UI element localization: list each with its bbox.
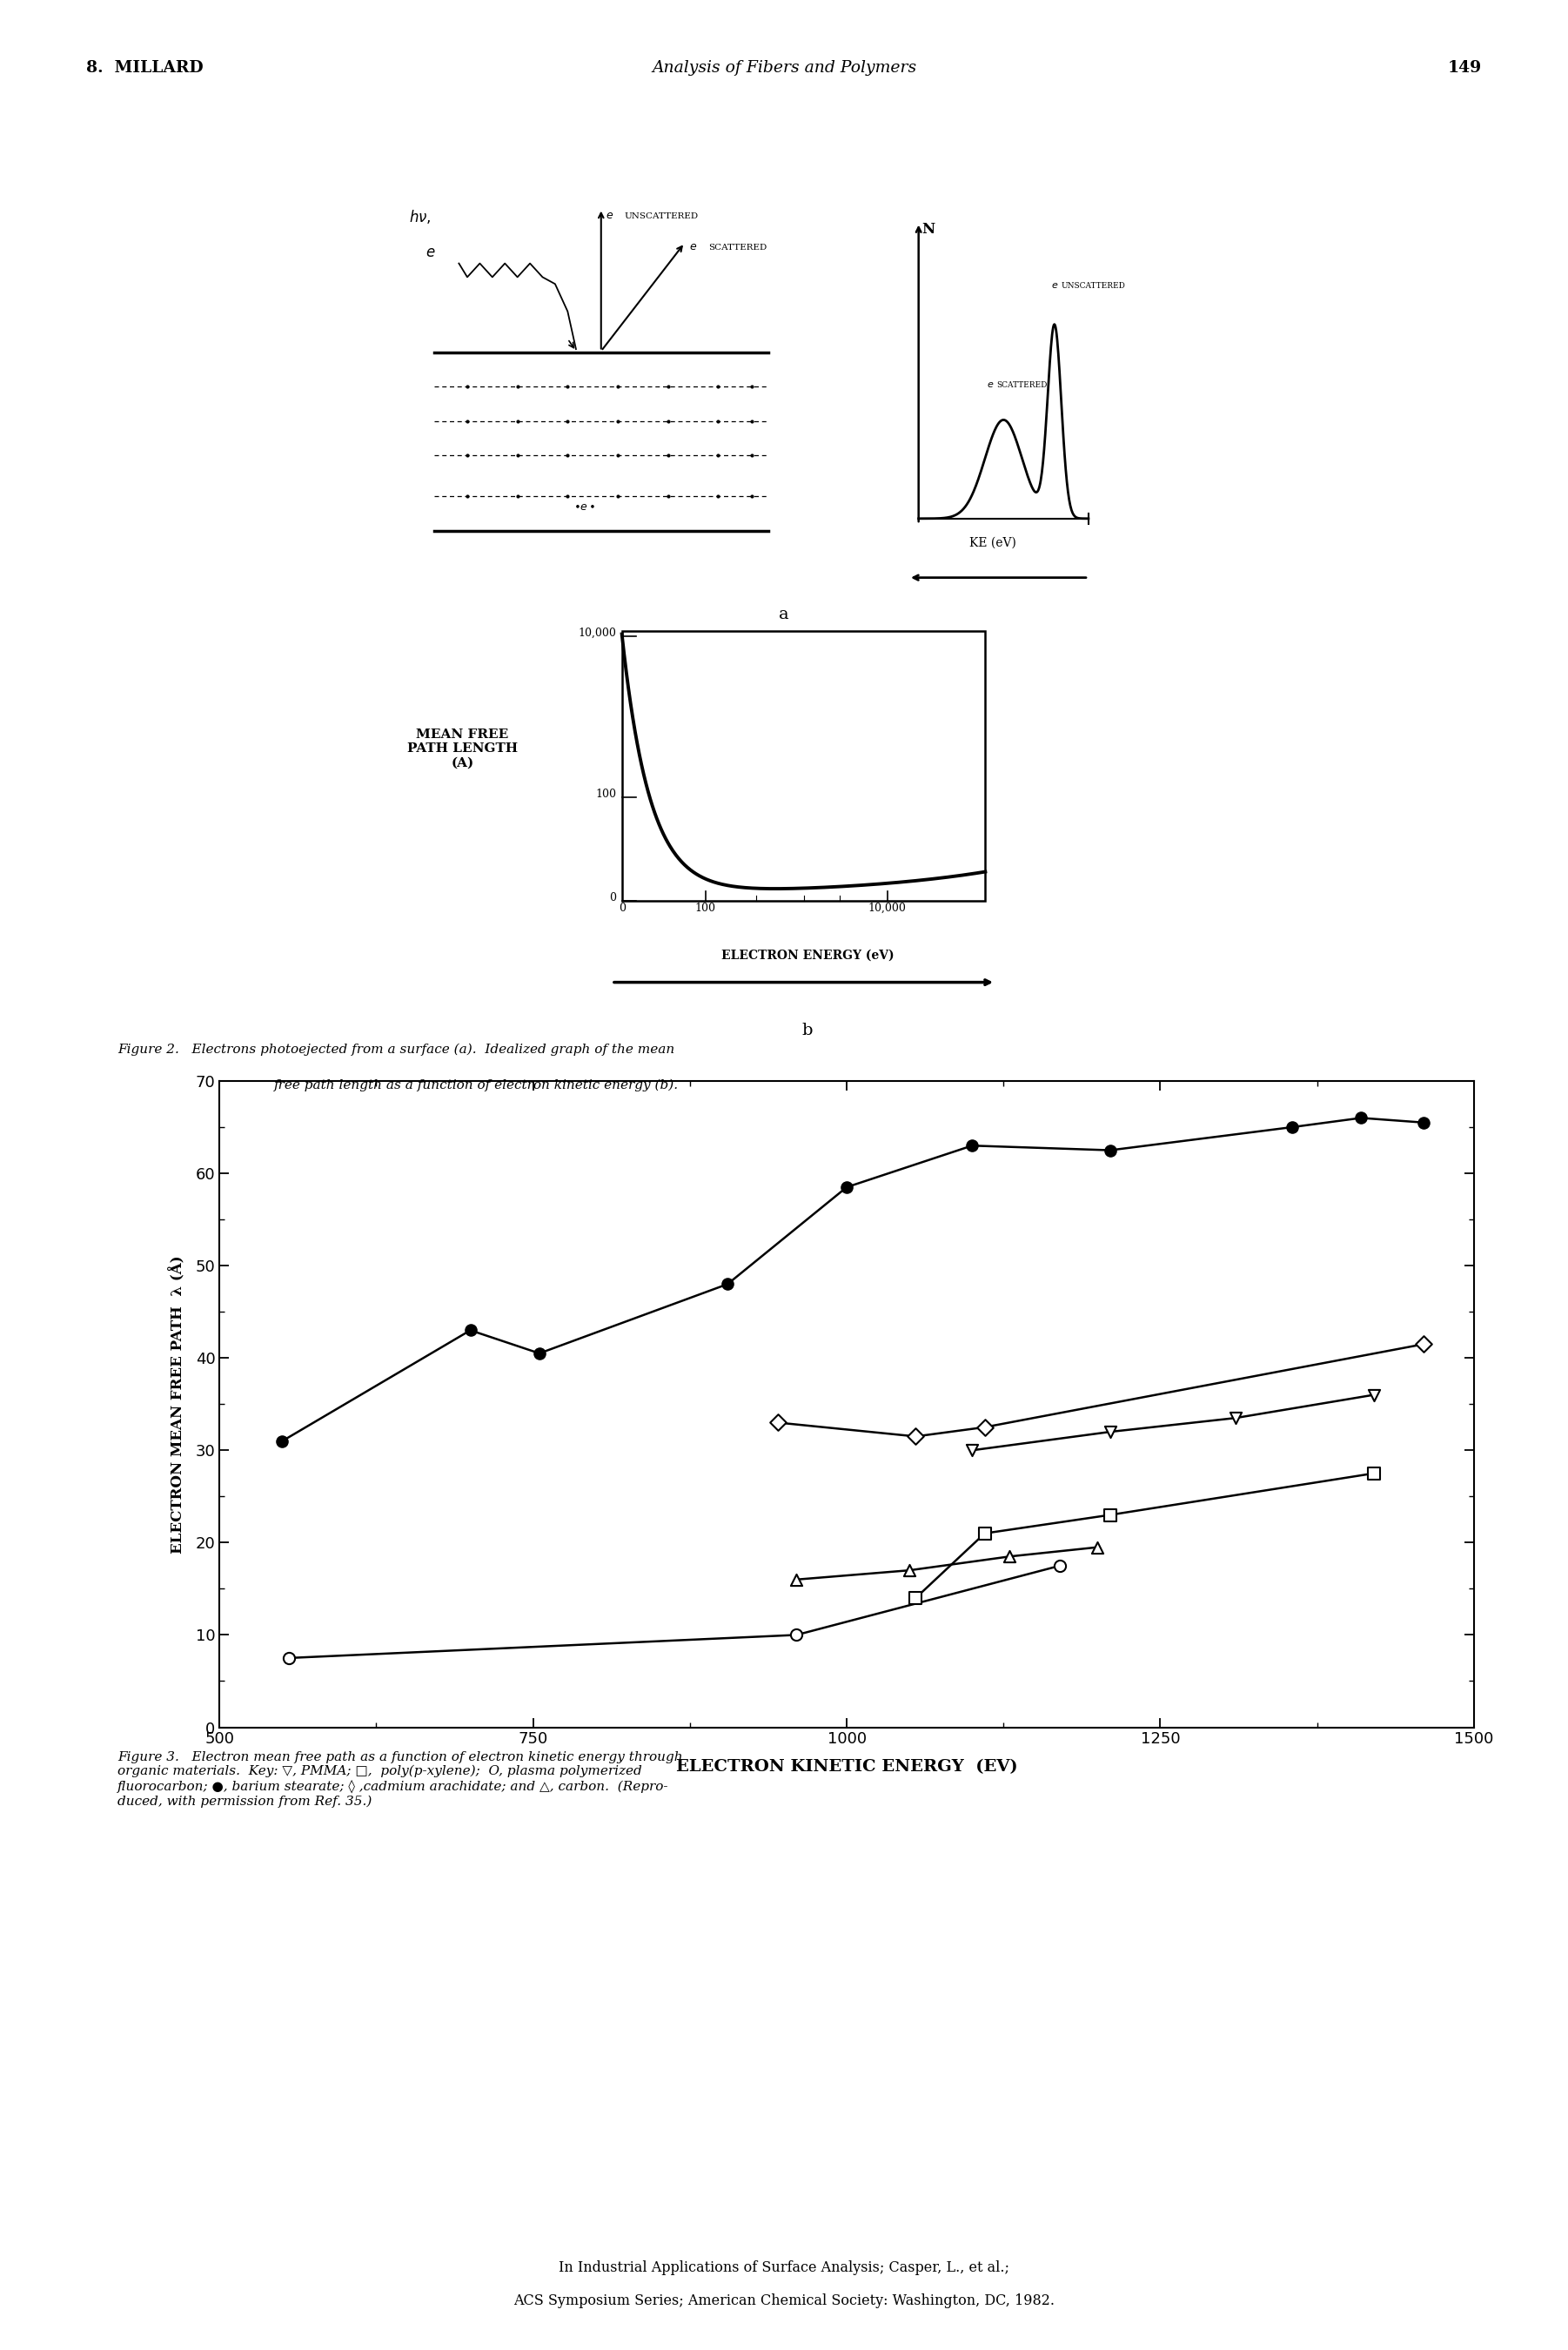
Point	[1098, 1497, 1123, 1535]
Point	[1085, 1528, 1110, 1565]
Text: free path length as a function of electron kinetic energy (b).: free path length as a function of electr…	[274, 1079, 679, 1090]
Point	[903, 1417, 928, 1455]
Text: 100: 100	[596, 790, 616, 799]
Point	[458, 1311, 483, 1349]
Text: 10,000: 10,000	[579, 627, 616, 639]
X-axis label: ELECTRON KINETIC ENERGY  (EV): ELECTRON KINETIC ENERGY (EV)	[676, 1760, 1018, 1774]
Point	[1279, 1109, 1305, 1147]
Text: ACS Symposium Series; American Chemical Society: Washington, DC, 1982.: ACS Symposium Series; American Chemical …	[513, 2294, 1055, 2308]
Point	[897, 1551, 922, 1589]
Text: 100: 100	[695, 902, 717, 914]
Point	[1348, 1100, 1374, 1137]
Point	[1047, 1546, 1073, 1584]
Text: b: b	[803, 1022, 812, 1039]
Point	[1411, 1104, 1436, 1142]
Text: ELECTRON ENERGY (eV): ELECTRON ENERGY (eV)	[721, 949, 894, 961]
Point	[903, 1579, 928, 1617]
Text: 0: 0	[618, 902, 626, 914]
Text: N: N	[922, 223, 935, 237]
Text: $e$: $e$	[986, 381, 994, 388]
Text: $e$: $e$	[425, 244, 436, 261]
Point	[1098, 1412, 1123, 1450]
Text: SCATTERED: SCATTERED	[709, 244, 767, 251]
Point	[834, 1168, 859, 1206]
Point	[765, 1403, 790, 1441]
Text: $\bullet e \bullet$: $\bullet e \bullet$	[574, 501, 596, 512]
Text: $h\nu,$: $h\nu,$	[409, 209, 431, 226]
Y-axis label: ELECTRON MEAN FREE PATH  λ (Å): ELECTRON MEAN FREE PATH λ (Å)	[169, 1255, 187, 1553]
Text: Analysis of Fibers and Polymers: Analysis of Fibers and Polymers	[652, 59, 916, 75]
Text: Figure 2.   Electrons photoejected from a surface (a).  Idealized graph of the m: Figure 2. Electrons photoejected from a …	[118, 1043, 674, 1055]
Point	[960, 1431, 985, 1469]
Point	[1361, 1377, 1386, 1415]
Point	[1098, 1130, 1123, 1168]
Text: UNSCATTERED: UNSCATTERED	[624, 214, 699, 221]
Text: 8.  MILLARD: 8. MILLARD	[86, 59, 204, 75]
Text: $e$: $e$	[605, 209, 613, 221]
Point	[715, 1264, 740, 1302]
Point	[276, 1640, 301, 1678]
Text: $e$: $e$	[1051, 282, 1058, 289]
Text: KE (eV): KE (eV)	[969, 538, 1016, 550]
Text: 0: 0	[610, 893, 616, 902]
Point	[960, 1128, 985, 1166]
Text: Figure 3.   Electron mean free path as a function of electron kinetic energy thr: Figure 3. Electron mean free path as a f…	[118, 1751, 684, 1807]
Text: MEAN FREE
PATH LENGTH
(A): MEAN FREE PATH LENGTH (A)	[408, 728, 517, 768]
Text: In Industrial Applications of Surface Analysis; Casper, L., et al.;: In Industrial Applications of Surface An…	[558, 2261, 1010, 2275]
Point	[1223, 1398, 1248, 1436]
Point	[270, 1422, 295, 1459]
Text: 10,000: 10,000	[869, 902, 906, 914]
Point	[1411, 1325, 1436, 1363]
Point	[1361, 1455, 1386, 1492]
Text: $e$: $e$	[688, 242, 696, 251]
Text: UNSCATTERED: UNSCATTERED	[1062, 282, 1126, 289]
Point	[972, 1516, 997, 1553]
Text: SCATTERED: SCATTERED	[997, 381, 1047, 388]
Text: 149: 149	[1447, 59, 1482, 75]
Point	[997, 1537, 1022, 1575]
Text: a: a	[779, 606, 789, 623]
Point	[972, 1408, 997, 1445]
Point	[784, 1560, 809, 1598]
Point	[784, 1617, 809, 1654]
Point	[527, 1335, 552, 1372]
